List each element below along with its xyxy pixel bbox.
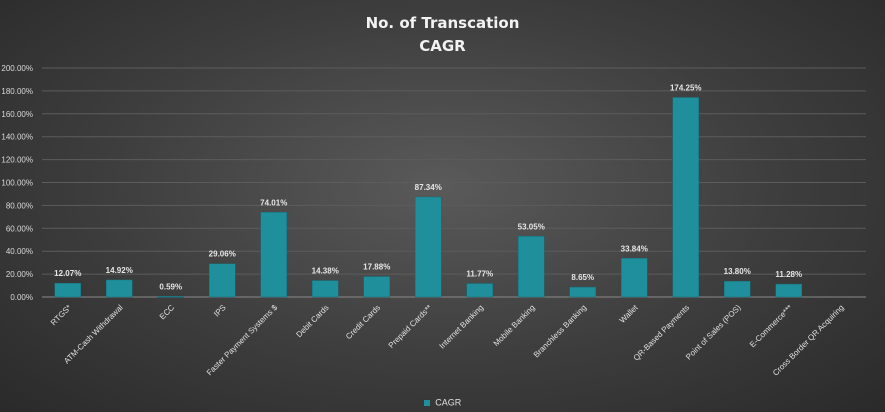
x-tick-label: Branchless Banking	[532, 303, 588, 359]
bar	[466, 283, 493, 298]
x-tick-label: Debit Cards	[294, 303, 330, 339]
bar	[157, 296, 184, 298]
y-tick-label: 160.00%	[1, 110, 33, 119]
chart-legend: CAGR	[0, 397, 885, 408]
x-tick-label: QR-Based Payments	[632, 303, 691, 362]
y-tick-label: 180.00%	[1, 87, 33, 96]
bar	[724, 280, 751, 298]
bar	[54, 282, 81, 298]
data-label: 174.25%	[670, 83, 702, 92]
bar	[621, 258, 648, 298]
data-label: 11.28%	[775, 270, 802, 279]
data-label: 87.34%	[415, 183, 442, 192]
bar	[209, 263, 236, 298]
bar	[672, 97, 699, 298]
data-label: 11.77%	[466, 270, 493, 279]
y-tick-label: 120.00%	[1, 156, 33, 165]
data-label: 29.06%	[209, 250, 236, 259]
x-tick-label: Point of Sales (POS)	[684, 303, 743, 362]
bar	[312, 280, 339, 298]
bar	[363, 276, 390, 298]
x-tick-label: ATM-Cash Withdrawal	[62, 303, 125, 366]
y-tick-label: 20.00%	[6, 270, 33, 279]
x-tick-label: IPS	[212, 303, 227, 318]
bar	[260, 212, 287, 298]
legend-swatch	[423, 399, 430, 406]
bar	[415, 196, 442, 298]
chart-title: No. of Transcation	[365, 14, 520, 32]
data-label: 14.92%	[106, 266, 133, 275]
data-label: 0.59%	[159, 282, 182, 291]
y-tick-label: 60.00%	[6, 224, 33, 233]
x-tick-label: Wallet	[618, 303, 640, 325]
x-tick-label: ECC	[158, 303, 176, 321]
data-label: 74.01%	[260, 198, 287, 207]
x-tick-label: E-Commerce***	[748, 303, 794, 349]
data-label: 17.88%	[363, 263, 390, 272]
data-label: 8.65%	[571, 273, 594, 282]
y-tick-label: 80.00%	[6, 201, 33, 210]
data-label: 14.38%	[312, 267, 339, 276]
y-tick-label: 100.00%	[1, 179, 33, 188]
x-tick-label: RTGS*	[49, 303, 73, 327]
y-tick-label: 40.00%	[6, 247, 33, 256]
bar	[518, 236, 545, 298]
data-label: 53.05%	[518, 222, 545, 231]
y-tick-label: 0.00%	[10, 293, 33, 302]
x-tick-label: Prepaid Cards**	[387, 303, 434, 350]
data-label: 12.07%	[54, 269, 81, 278]
legend-label: CAGR	[435, 397, 462, 408]
y-tick-label: 200.00%	[1, 64, 33, 73]
chart-subtitle: CAGR	[419, 37, 466, 55]
y-tick-label: 140.00%	[1, 133, 33, 142]
x-tick-label: Mobile Banking	[492, 303, 537, 348]
x-tick-label: Credit Cards	[344, 303, 382, 341]
data-label: 13.80%	[724, 267, 751, 276]
data-label: 33.84%	[621, 244, 648, 253]
bar	[106, 279, 133, 298]
x-tick-label: Internet Banking	[438, 303, 486, 351]
bar	[775, 283, 802, 298]
bar	[569, 286, 596, 298]
